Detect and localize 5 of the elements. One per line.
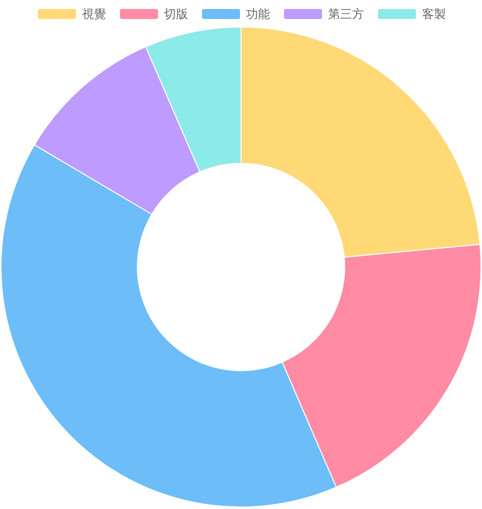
legend-label: 第三方 bbox=[328, 7, 364, 21]
legend-label: 功能 bbox=[246, 7, 270, 21]
legend-label: 視覺 bbox=[82, 7, 106, 21]
legend-label: 客製 bbox=[422, 7, 446, 21]
legend-label: 切版 bbox=[164, 7, 188, 21]
